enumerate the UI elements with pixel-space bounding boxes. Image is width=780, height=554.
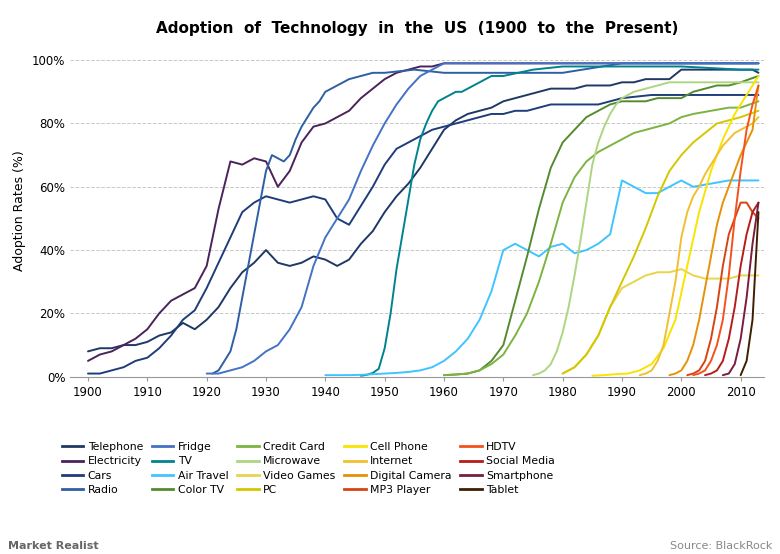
Text: Source: BlackRock: Source: BlackRock (670, 541, 772, 551)
Text: Market Realist: Market Realist (8, 541, 98, 551)
Title: Adoption  of  Technology  in  the  US  (1900  to  the  Present): Adoption of Technology in the US (1900 t… (156, 21, 679, 36)
Y-axis label: Adoption Rates (%): Adoption Rates (%) (13, 150, 27, 271)
Legend: Telephone, Electricity, Cars, Radio, Fridge, TV, Air Travel, Color TV, Credit Ca: Telephone, Electricity, Cars, Radio, Fri… (62, 442, 555, 495)
